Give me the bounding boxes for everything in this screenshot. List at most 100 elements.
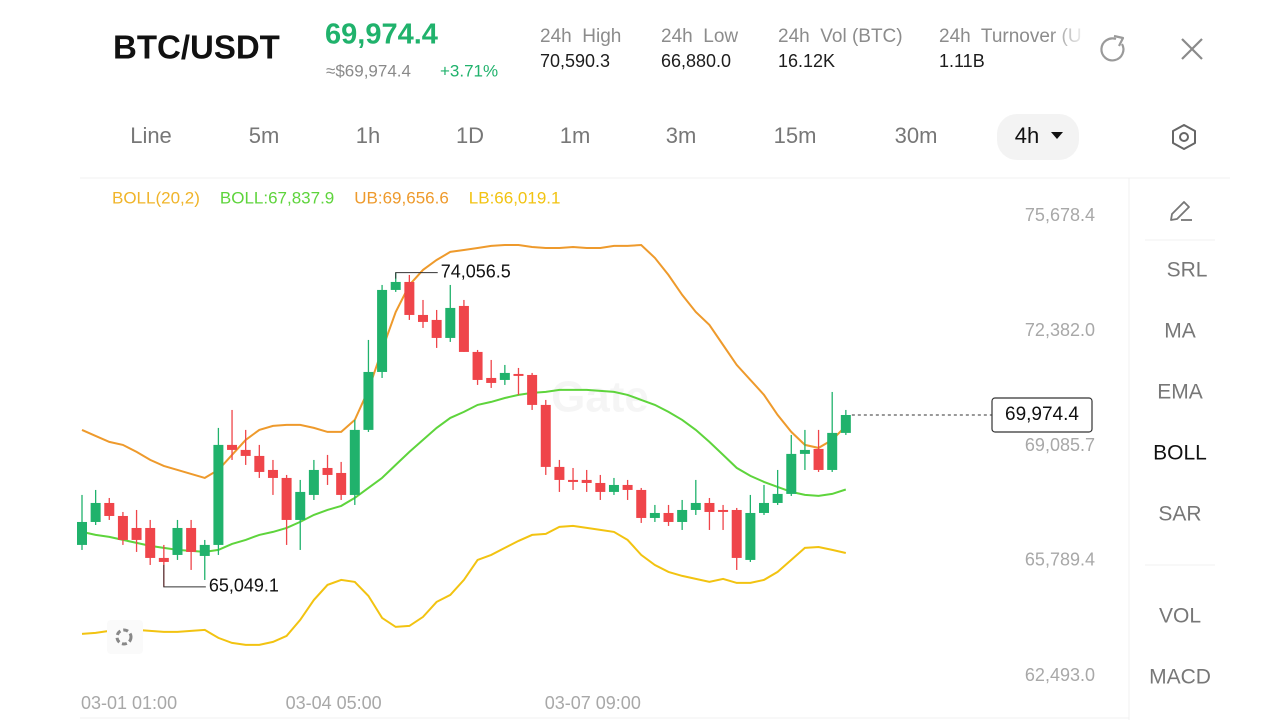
stat-value: 70,590.3 bbox=[540, 51, 610, 71]
candle-body bbox=[240, 449, 251, 456]
close-button[interactable] bbox=[1181, 38, 1203, 60]
candle-body bbox=[322, 467, 333, 475]
y-tick-label: 75,678.4 bbox=[1025, 205, 1095, 225]
candle-body bbox=[513, 373, 524, 376]
candle-body bbox=[281, 477, 292, 520]
candle-body bbox=[827, 432, 838, 470]
indicator-legend: UB:69,656.6 bbox=[354, 188, 449, 207]
candle-body bbox=[418, 314, 428, 322]
indicator-option[interactable]: MACD bbox=[1149, 666, 1211, 689]
interval-tab[interactable]: 30m bbox=[895, 123, 938, 148]
symbol[interactable]: BTC/USDT bbox=[113, 29, 280, 66]
candle-body bbox=[458, 305, 469, 352]
interval-tab[interactable]: Line bbox=[130, 123, 172, 148]
indicator-option[interactable]: VOL bbox=[1159, 605, 1201, 628]
candle-body bbox=[336, 472, 347, 495]
candle-body bbox=[663, 512, 674, 522]
candle-body bbox=[227, 444, 238, 450]
candle-body bbox=[540, 404, 551, 467]
candle-body bbox=[213, 444, 224, 545]
candle-body bbox=[404, 281, 415, 315]
draw-tool-button[interactable] bbox=[1170, 201, 1192, 221]
candle-body bbox=[363, 371, 374, 430]
stat-value: 1.11B bbox=[939, 51, 985, 71]
candle-body bbox=[568, 479, 579, 482]
stat-label: 24h Low bbox=[661, 26, 738, 47]
band-line bbox=[81, 388, 847, 553]
band-line bbox=[81, 524, 847, 646]
candle-body bbox=[349, 429, 360, 495]
candle-body bbox=[90, 502, 101, 522]
indicator-option[interactable]: SAR bbox=[1158, 503, 1201, 526]
candle-body bbox=[172, 527, 183, 555]
candle-body bbox=[199, 544, 210, 556]
candle-body bbox=[554, 466, 565, 480]
candle-body bbox=[813, 448, 824, 470]
x-tick-label: 03-07 09:00 bbox=[545, 693, 641, 713]
y-tick-label: 72,382.0 bbox=[1025, 320, 1095, 340]
candle-body bbox=[690, 502, 701, 510]
indicator-legend: BOLL(20,2) bbox=[112, 188, 200, 207]
candle-body bbox=[308, 469, 319, 495]
candle-body bbox=[186, 527, 197, 552]
candlestick-chart: BOLL(20,2) BOLL:67,837.9 UB:69,656.6 LB:66,… bbox=[77, 188, 1095, 713]
band-line bbox=[81, 243, 847, 479]
indicator-option[interactable]: SRL bbox=[1167, 259, 1208, 282]
annotation-leader bbox=[395, 272, 438, 279]
candle-body bbox=[431, 319, 442, 338]
logo-icon bbox=[115, 628, 133, 646]
candle-body bbox=[472, 351, 483, 380]
candle-body bbox=[77, 521, 87, 545]
interval-tab[interactable]: 4h bbox=[1015, 123, 1039, 148]
y-tick-label: 65,789.4 bbox=[1025, 550, 1095, 570]
candle-body bbox=[840, 414, 851, 433]
candle-body bbox=[486, 377, 497, 383]
refresh-arrow bbox=[1113, 34, 1125, 47]
pencil-icon bbox=[1170, 201, 1190, 221]
settings-button[interactable] bbox=[1172, 124, 1196, 150]
refresh-icon bbox=[1100, 37, 1125, 62]
candle-body bbox=[267, 469, 278, 478]
indicator-option[interactable]: BOLL bbox=[1153, 442, 1207, 465]
interval-tab[interactable]: 1D bbox=[456, 123, 484, 148]
indicator-option[interactable]: EMA bbox=[1157, 381, 1203, 404]
candle-body bbox=[377, 289, 388, 372]
approx-price: ≈$69,974.4 bbox=[326, 61, 411, 80]
candle-body bbox=[117, 515, 128, 540]
candle-body bbox=[499, 372, 510, 380]
candle-body bbox=[581, 479, 592, 483]
logo-bg bbox=[107, 620, 143, 654]
interval-tab[interactable]: 5m bbox=[249, 123, 280, 148]
interval-tab[interactable]: 3m bbox=[666, 123, 697, 148]
y-tick-label: 69,085.7 bbox=[1025, 435, 1095, 455]
candle-body bbox=[104, 502, 115, 516]
candle-body bbox=[745, 512, 756, 560]
candle-body bbox=[649, 512, 660, 518]
candle-body bbox=[759, 502, 769, 513]
stats: 24h High 70,590.3 24h Low 66,880.0 24h Vol (… bbox=[540, 26, 1082, 71]
last-price-label: 69,974.4 bbox=[1005, 404, 1079, 425]
candle-body bbox=[527, 374, 538, 405]
close-icon bbox=[1181, 38, 1203, 60]
dropdown-caret[interactable] bbox=[1051, 132, 1063, 139]
candle-body bbox=[622, 484, 633, 490]
candle-body bbox=[145, 527, 156, 558]
interval-tab[interactable]: 1h bbox=[356, 123, 380, 148]
interval-tab[interactable]: 15m bbox=[774, 123, 817, 148]
refresh-button[interactable] bbox=[1100, 34, 1125, 62]
stat-label: 24h Vol (BTC) bbox=[778, 26, 903, 47]
indicator-legend: BOLL:67,837.9 bbox=[220, 188, 334, 207]
candle-body bbox=[608, 484, 619, 492]
last-price: 69,974.4 bbox=[325, 19, 438, 51]
indicator-option[interactable]: MA bbox=[1164, 320, 1196, 343]
stat-value: 66,880.0 bbox=[661, 51, 731, 71]
active-tab-bg bbox=[997, 114, 1079, 160]
interval-tab[interactable]: 1m bbox=[560, 123, 591, 148]
stat-value: 16.12K bbox=[778, 51, 835, 71]
annotation-leader bbox=[163, 564, 206, 588]
candle-body bbox=[254, 455, 265, 472]
annotation-label: 65,049.1 bbox=[209, 576, 279, 596]
candle-body bbox=[704, 502, 715, 512]
